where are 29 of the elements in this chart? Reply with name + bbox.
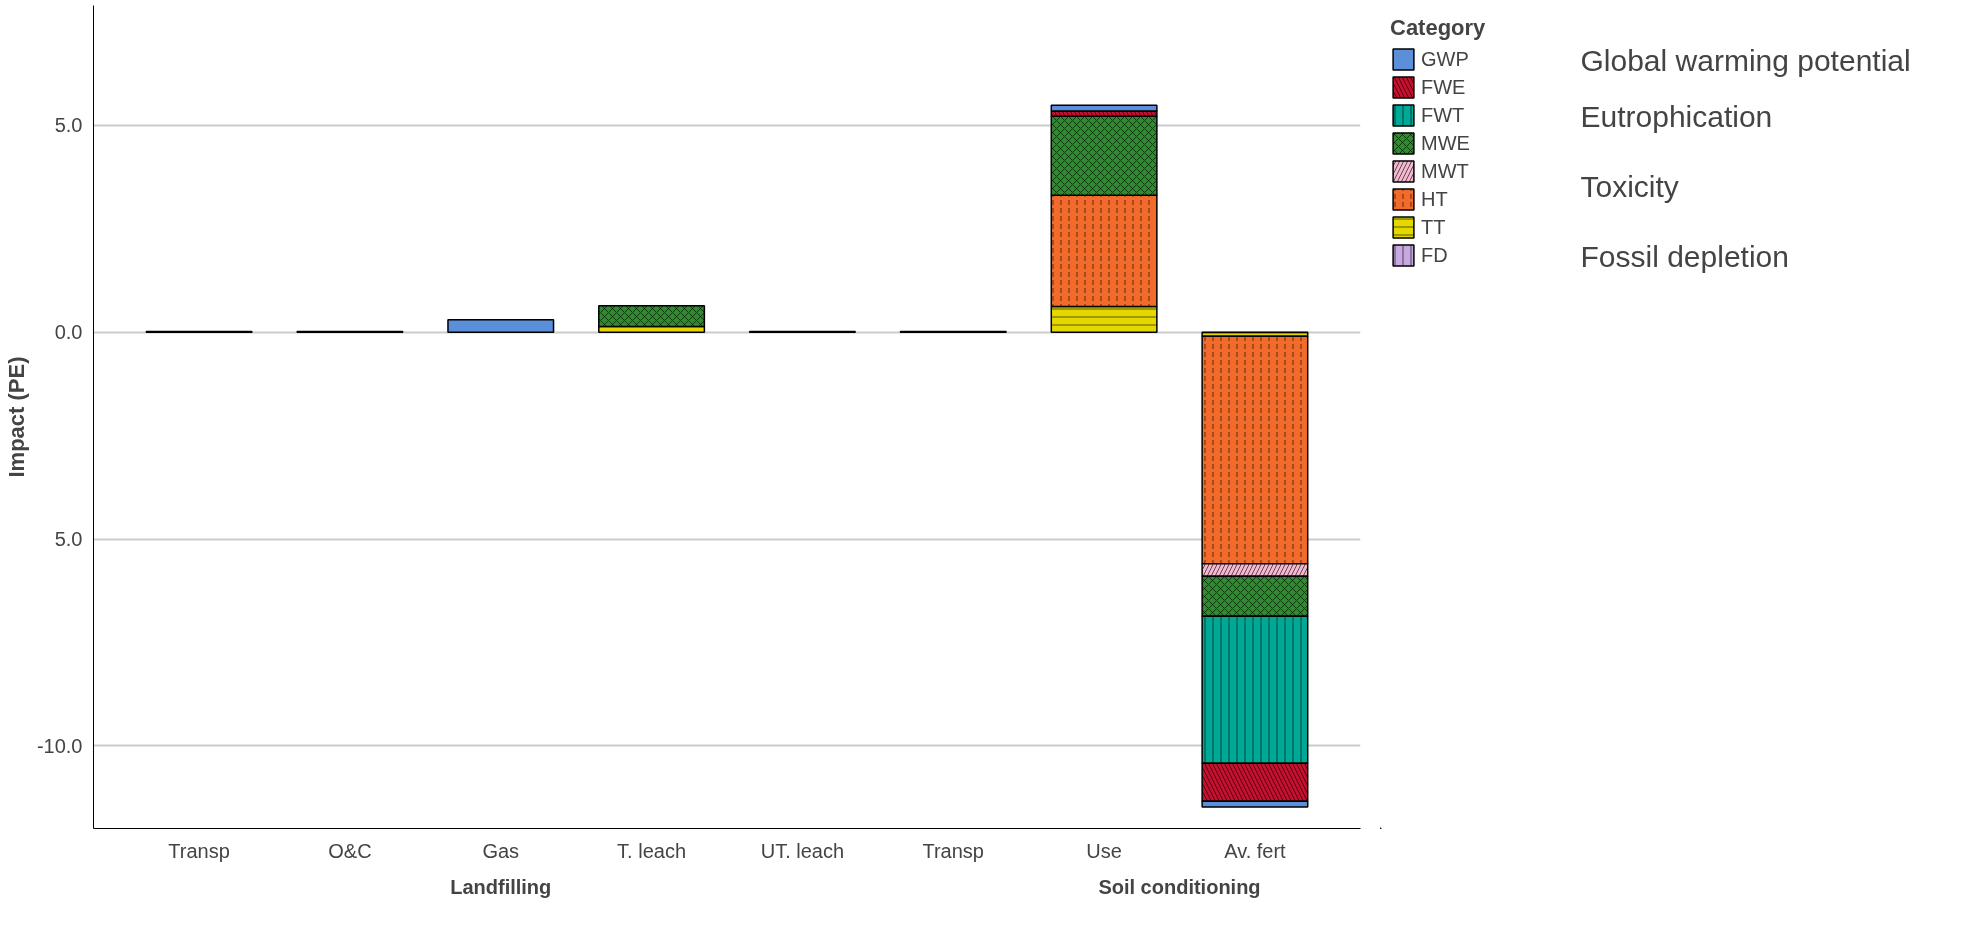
x-tick-label: UT. leach [760,839,845,862]
x-tick-label: Use [1086,839,1122,862]
x-tick-label: O&C [328,839,372,862]
text: Global warming potential [1580,44,1911,77]
text: Soil conditioning [1098,875,1261,898]
x-tick-label: Gas [482,839,520,862]
legend-label: FWE [1421,75,1466,99]
text: Eutrophication [1580,100,1773,133]
legend-label: MWE [1421,131,1470,155]
legend-label: FWT [1421,103,1465,127]
y-tick-label: 0.0 [54,321,83,344]
legend-label: TT [1421,215,1446,239]
legend-label: FD [1421,243,1448,267]
y-tick-label: 5.0 [54,114,83,137]
x-tick-label: T. leach [617,839,687,862]
legend-title: Category [1390,15,1486,41]
legend-label: GWP [1421,47,1469,71]
x-tick-label: Transp [168,839,230,862]
text: Landfilling [450,875,552,898]
text: Toxicity [1580,170,1679,203]
y-tick-label: -10.0 [36,734,83,757]
legend-label: HT [1421,187,1448,211]
x-tick-label: Av. fert [1224,839,1287,862]
text: Fossil depletion [1580,240,1789,273]
y-tick-label: 5.0 [54,528,83,550]
bar [447,319,555,333]
x-tick-label: Transp [922,839,985,862]
legend-label: MWT [1421,159,1469,183]
y-axis-title: Impact (PE) [3,356,29,478]
